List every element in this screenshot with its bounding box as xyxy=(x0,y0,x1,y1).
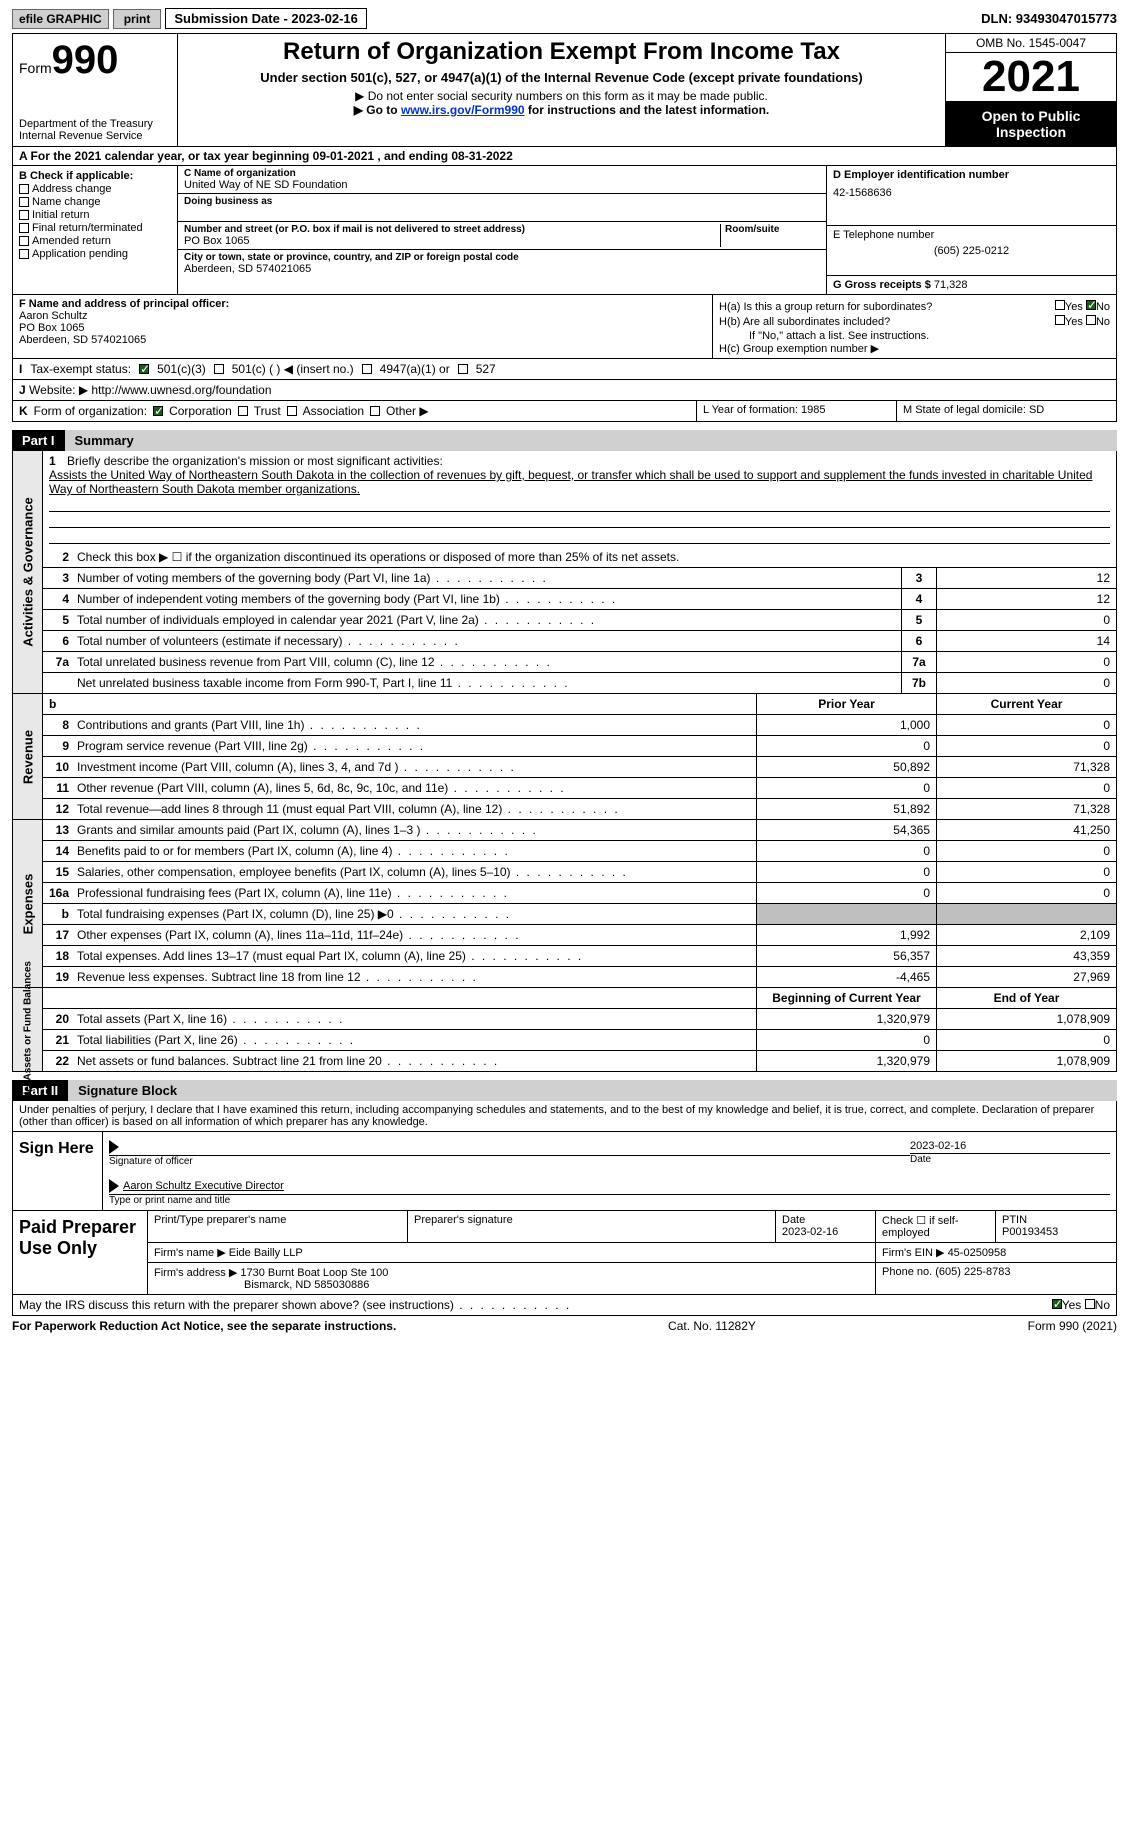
part2-header: Part II Signature Block xyxy=(12,1080,1117,1101)
form-header: Form990 Department of the Treasury Inter… xyxy=(12,33,1117,147)
row-k: K Form of organization: Corporation Trus… xyxy=(12,401,1117,422)
col-c: C Name of organizationUnited Way of NE S… xyxy=(178,166,826,294)
discuss-row: May the IRS discuss this return with the… xyxy=(12,1295,1117,1316)
omb: OMB No. 1545-0047 xyxy=(946,34,1116,53)
paid-preparer: Paid Preparer Use Only Print/Type prepar… xyxy=(12,1211,1117,1295)
row-j: J Website: ▶ http://www.uwnesd.org/found… xyxy=(12,380,1117,401)
row-a: A For the 2021 calendar year, or tax yea… xyxy=(12,147,1117,166)
submission-date: Submission Date - 2023-02-16 xyxy=(165,8,367,29)
form-number: Form990 xyxy=(19,38,171,83)
row-fh: F Name and address of principal officer:… xyxy=(12,295,1117,359)
info-grid: B Check if applicable: Address change Na… xyxy=(12,166,1117,295)
dln: DLN: 93493047015773 xyxy=(981,11,1117,26)
form-subtitle: Under section 501(c), 527, or 4947(a)(1)… xyxy=(182,70,941,85)
footer: For Paperwork Reduction Act Notice, see … xyxy=(12,1316,1117,1336)
governance-section: Activities & Governance 1 Briefly descri… xyxy=(12,451,1117,694)
top-bar: efile GRAPHIC print Submission Date - 20… xyxy=(12,8,1117,29)
col-b: B Check if applicable: Address change Na… xyxy=(13,166,178,294)
revenue-section: Revenue b Prior Year Current Year 8Contr… xyxy=(12,694,1117,820)
col-d: D Employer identification number42-15686… xyxy=(826,166,1116,294)
row-i: I Tax-exempt status: 501(c)(3) 501(c) ( … xyxy=(12,359,1117,380)
form-note1: ▶ Do not enter social security numbers o… xyxy=(182,89,941,103)
open-public: Open to Public Inspection xyxy=(946,102,1116,146)
signature-block: Under penalties of perjury, I declare th… xyxy=(12,1101,1117,1211)
tax-year: 2021 xyxy=(946,53,1116,102)
expenses-section: Expenses 13Grants and similar amounts pa… xyxy=(12,820,1117,988)
form-note2: ▶ Go to www.irs.gov/Form990 for instruct… xyxy=(182,103,941,117)
net-section: Net Assets or Fund Balances Beginning of… xyxy=(12,988,1117,1072)
efile-button[interactable]: efile GRAPHIC xyxy=(12,9,109,29)
irs-link[interactable]: www.irs.gov/Form990 xyxy=(401,103,525,117)
form-title: Return of Organization Exempt From Incom… xyxy=(182,38,941,66)
dept-label: Department of the Treasury Internal Reve… xyxy=(19,110,171,142)
part1-header: Part I Summary xyxy=(12,430,1117,451)
print-button[interactable]: print xyxy=(113,9,162,29)
